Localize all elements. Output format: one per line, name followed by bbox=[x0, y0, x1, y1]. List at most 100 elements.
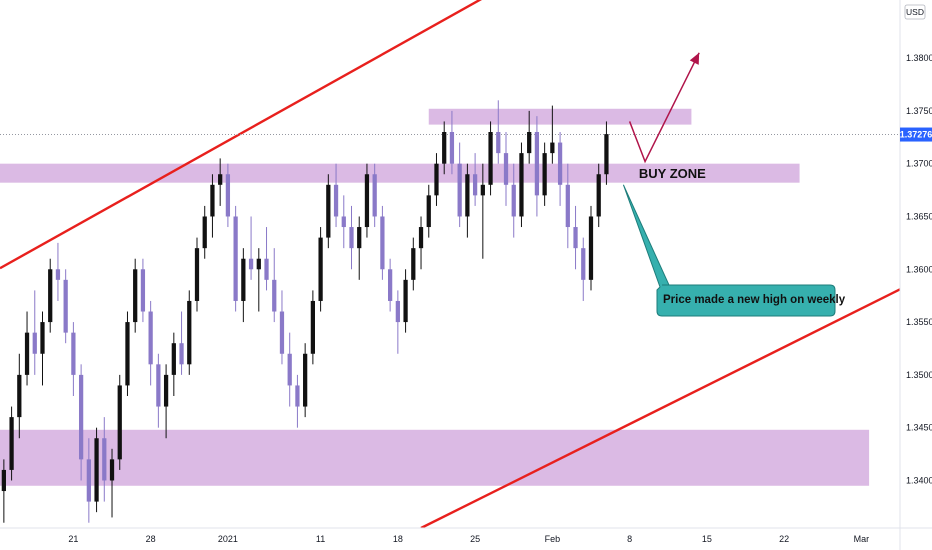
candle bbox=[148, 300, 153, 386]
candle-body bbox=[349, 227, 354, 249]
candle bbox=[117, 374, 122, 470]
demand-zone bbox=[0, 429, 870, 486]
y-tick-label: 1.37500 bbox=[906, 106, 932, 116]
candle-body bbox=[86, 459, 91, 502]
candle-body bbox=[472, 174, 478, 196]
candle-body bbox=[442, 132, 447, 164]
candle bbox=[133, 258, 138, 333]
candle-body bbox=[426, 195, 431, 228]
candle-body bbox=[310, 300, 315, 354]
candle-body bbox=[411, 248, 416, 280]
candle bbox=[395, 290, 400, 354]
price-axis[interactable] bbox=[900, 0, 932, 550]
candle bbox=[225, 163, 231, 228]
candle bbox=[256, 248, 261, 312]
candle bbox=[519, 142, 524, 228]
candle bbox=[17, 353, 22, 439]
candle bbox=[357, 216, 362, 280]
x-tick-label: 8 bbox=[627, 534, 632, 544]
candle bbox=[9, 406, 14, 481]
candle-body bbox=[480, 184, 485, 196]
candle bbox=[94, 427, 99, 513]
candle bbox=[372, 163, 377, 228]
candle bbox=[418, 216, 424, 270]
last-price-tag-text: 1.37276 bbox=[900, 130, 932, 140]
candle-body bbox=[171, 343, 176, 375]
candle bbox=[63, 269, 68, 344]
x-tick-label: 28 bbox=[146, 534, 156, 544]
candle bbox=[218, 158, 223, 206]
y-tick-label: 1.36500 bbox=[906, 211, 932, 221]
last-price-tag: 1.37276 bbox=[900, 127, 932, 142]
candle bbox=[140, 258, 146, 323]
candle bbox=[303, 343, 308, 418]
candle-body bbox=[565, 184, 570, 228]
candle-body bbox=[163, 374, 169, 407]
candle-body bbox=[225, 174, 231, 217]
x-tick-label: 18 bbox=[393, 534, 403, 544]
candle bbox=[488, 121, 493, 196]
candle bbox=[557, 132, 563, 206]
candle bbox=[333, 163, 339, 228]
candle bbox=[380, 205, 385, 280]
candle-body bbox=[596, 174, 601, 217]
callout-text: Price made a new high on weekly bbox=[663, 294, 846, 306]
x-tick-label: 11 bbox=[316, 534, 325, 544]
candle bbox=[565, 163, 570, 249]
candle-body bbox=[17, 374, 22, 418]
candle-body bbox=[102, 438, 107, 481]
x-tick-label: 25 bbox=[470, 534, 480, 544]
buy-zone-label: BUY ZONE bbox=[639, 166, 706, 181]
candle bbox=[434, 153, 439, 206]
y-tick-label: 1.37000 bbox=[906, 159, 932, 169]
candle-body bbox=[372, 174, 377, 217]
candle-body bbox=[496, 132, 501, 154]
candle bbox=[210, 174, 215, 238]
candle-body bbox=[9, 417, 14, 470]
y-tick-label: 1.34000 bbox=[906, 475, 932, 485]
candle-body bbox=[357, 227, 362, 249]
candle-body bbox=[380, 216, 385, 270]
last-price-tag-box bbox=[900, 127, 932, 142]
candle-body bbox=[488, 132, 493, 185]
candle-body bbox=[40, 322, 45, 354]
candle bbox=[310, 290, 315, 365]
candle bbox=[171, 332, 176, 396]
candle bbox=[1, 459, 6, 523]
candle bbox=[388, 258, 393, 312]
candle-body bbox=[148, 311, 153, 365]
candle bbox=[55, 242, 61, 301]
candle-body bbox=[457, 163, 462, 217]
candle-body bbox=[581, 248, 586, 280]
trend-lines-layer bbox=[0, 0, 901, 530]
candle bbox=[241, 248, 246, 323]
time-axis[interactable] bbox=[0, 528, 900, 550]
candle-body bbox=[295, 385, 300, 407]
candle bbox=[403, 269, 408, 333]
candle-body bbox=[418, 227, 424, 249]
candle-body bbox=[519, 153, 524, 217]
candle-body bbox=[187, 300, 192, 365]
candle-body bbox=[272, 279, 277, 312]
candle-body bbox=[241, 258, 246, 301]
x-tick-label: 21 bbox=[68, 534, 78, 544]
candle-body bbox=[341, 216, 346, 228]
projection-arrow bbox=[628, 52, 700, 164]
currency-label: USD bbox=[906, 7, 924, 17]
candle-body bbox=[550, 142, 555, 154]
candle bbox=[442, 121, 447, 175]
x-tick-label: 15 bbox=[702, 534, 712, 544]
candle bbox=[279, 290, 285, 365]
currency-badge[interactable]: USD bbox=[904, 4, 926, 20]
candle bbox=[527, 110, 532, 164]
candle bbox=[248, 216, 254, 280]
x-tick-label: Feb bbox=[545, 534, 561, 544]
candle-body bbox=[256, 258, 261, 270]
upper-channel-line bbox=[0, 0, 483, 270]
candle-body bbox=[465, 174, 470, 217]
x-tick-label: Mar bbox=[854, 534, 870, 544]
callout-box bbox=[622, 184, 836, 317]
candle bbox=[202, 205, 207, 259]
candle bbox=[71, 322, 76, 396]
